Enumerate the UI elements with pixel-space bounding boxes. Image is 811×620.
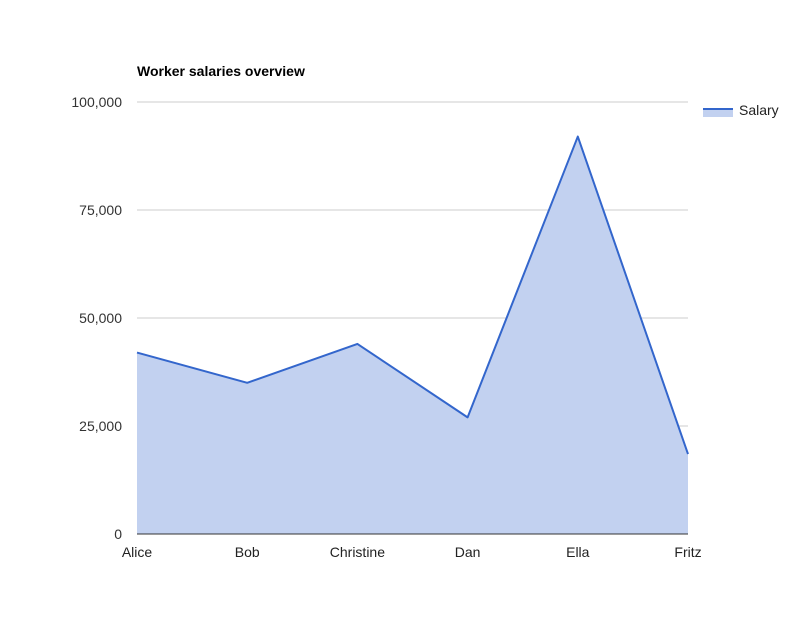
y-tick-label: 50,000 — [79, 310, 122, 326]
x-tick-label: Christine — [330, 544, 385, 560]
data-point[interactable] — [134, 350, 140, 356]
y-tick-label: 100,000 — [71, 94, 122, 110]
data-point[interactable] — [354, 341, 360, 347]
area-fill — [137, 136, 688, 534]
y-tick-label: 75,000 — [79, 202, 122, 218]
area-series-group — [134, 134, 691, 534]
data-point[interactable] — [685, 451, 691, 457]
data-point[interactable] — [575, 134, 581, 140]
legend: Salary — [703, 102, 779, 118]
x-tick-label: Bob — [235, 544, 260, 560]
x-tick-label: Ella — [566, 544, 590, 560]
legend-label[interactable]: Salary — [739, 102, 779, 118]
x-tick-label: Alice — [122, 544, 153, 560]
chart-title: Worker salaries overview — [137, 63, 305, 79]
data-point[interactable] — [244, 380, 250, 386]
series-line — [136, 135, 689, 455]
axis-group: 0 25,000 50,000 75,000 100,000 Alice Bob Christ… — [71, 94, 701, 560]
legend-swatch — [703, 109, 733, 117]
data-point[interactable] — [465, 414, 471, 420]
y-tick-label: 25,000 — [79, 418, 122, 434]
x-tick-label: Dan — [455, 544, 481, 560]
x-tick-label: Fritz — [674, 544, 701, 560]
y-tick-label: 0 — [114, 526, 122, 542]
